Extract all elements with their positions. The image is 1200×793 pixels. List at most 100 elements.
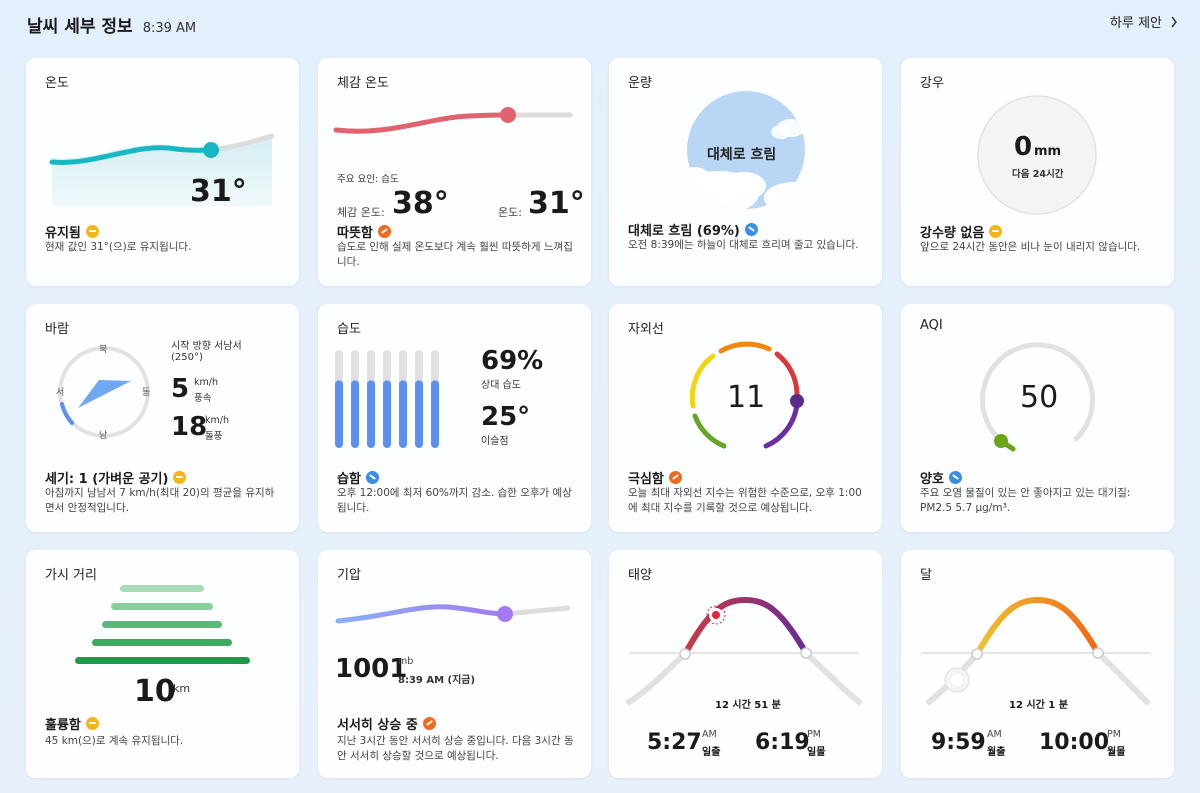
pressure-card[interactable]: 기압 1001 mb 8:39 AM (지금) 서서히 상승 중 지난 3시간 … xyxy=(318,550,591,778)
feels-value: 38° xyxy=(392,186,449,221)
uv-marker xyxy=(790,394,804,408)
page-title: 날씨 세부 정보 xyxy=(27,17,133,37)
humidity-bar-fill xyxy=(351,380,359,448)
header-time: 8:39 AM xyxy=(142,21,197,36)
temperature-card[interactable]: 온도 31° 유지됨 현재 값인 31°(으)로 유지됩니다. xyxy=(26,58,299,286)
sun-arc xyxy=(626,596,862,705)
moon-icon xyxy=(944,667,970,693)
feels-factor: 주요 요인: 습도 xyxy=(337,174,399,185)
compass-west: 서 xyxy=(56,388,65,398)
rain-desc: 앞으로 24시간 동안은 비나 눈이 내리지 않습니다. xyxy=(920,241,1141,253)
trend-up-icon xyxy=(377,225,391,238)
temperature-marker xyxy=(203,142,219,158)
trend-down-icon xyxy=(744,223,758,236)
rain-value: 0 xyxy=(1014,132,1033,162)
card-title: 태양 xyxy=(628,568,652,583)
compass-south: 남 xyxy=(99,431,108,441)
card-title: 강우 xyxy=(920,76,944,91)
sunrise-label: 일출 xyxy=(702,747,721,758)
feels-like-graph xyxy=(333,107,573,134)
trend-steady-icon xyxy=(173,471,187,484)
sunset-ampm: PM xyxy=(807,729,821,740)
trend-up-icon xyxy=(668,471,682,484)
moon-card[interactable]: 달 12 시간 1 분 9:59 AM 월출 10:00 PM 월몰 xyxy=(901,550,1174,778)
wind-gust-unit: km/h xyxy=(205,415,229,426)
pressure-status: 서서히 상승 중 xyxy=(337,714,436,733)
feels-like-card[interactable]: 체감 온도 주요 요인: 습도 체감 온도: 38° 온도: 31° 따뜻함 습… xyxy=(318,58,591,286)
actual-temp-value: 31° xyxy=(528,186,585,221)
moonrise-time: 9:59 xyxy=(931,730,986,755)
wind-speed: 5 xyxy=(171,374,190,404)
temperature-value: 31° xyxy=(190,174,247,209)
pressure-desc: 지난 3시간 동안 서서히 상승 중입니다. 다음 3시간 동안 서서히 상승할… xyxy=(337,735,574,762)
humidity-status: 습함 xyxy=(337,468,379,487)
actual-temp-label: 온도: xyxy=(498,206,522,219)
cloud-center-label: 대체로 흐림 xyxy=(707,147,777,163)
card-title: 체감 온도 xyxy=(337,76,389,91)
pressure-time: 8:39 AM (지금) xyxy=(398,675,476,686)
visibility-desc: 45 km(으)로 계속 유지됩니다. xyxy=(45,735,184,747)
feels-status: 따뜻함 xyxy=(337,222,391,241)
moonset-label: 월몰 xyxy=(1107,747,1126,758)
wind-status: 세기: 1 (가벼운 공기) xyxy=(45,468,187,487)
cloud-card[interactable]: 운량 대체로 흐림 대체로 흐림 (69%) 오전 8:39에는 하늘이 대체로… xyxy=(609,58,882,286)
feels-label: 체감 온도: xyxy=(337,206,385,219)
day-suggestion-link[interactable]: 하루 제안 xyxy=(1110,12,1178,31)
feels-desc: 습도로 인해 실제 온도보다 계속 훨씬 따뜻하게 느껴집니다. xyxy=(337,241,573,268)
trend-steady-icon xyxy=(989,225,1003,238)
dew-point-label: 이슬점 xyxy=(481,436,509,447)
card-title: 달 xyxy=(920,568,932,583)
humidity-value-label: 상대 습도 xyxy=(481,380,521,391)
day-suggestion-label: 하루 제안 xyxy=(1110,16,1162,31)
page-header: 날씨 세부 정보 8:39 AM xyxy=(27,12,196,37)
humidity-bar-fill xyxy=(383,380,391,448)
rain-gauge xyxy=(977,95,1097,215)
rain-sub: 다음 24시간 xyxy=(1012,169,1064,180)
aqi-desc: 주요 오염 물질이 있는 안 좋아지고 있는 대기질: PM2.5 5.7 µg… xyxy=(920,487,1131,514)
aqi-gauge xyxy=(980,342,1095,452)
visibility-value: 10 xyxy=(134,674,176,709)
wind-speed-label: 풍속 xyxy=(194,393,212,404)
rain-unit: mm xyxy=(1034,144,1062,159)
card-title: 바람 xyxy=(45,322,69,337)
cloud-desc: 오전 8:39에는 하늘이 대체로 흐리며 줄고 있습니다. xyxy=(628,239,859,251)
card-title: 습도 xyxy=(337,322,361,337)
uv-desc: 오늘 최대 자외선 지수는 위험한 수준으로, 오후 1:00에 최대 지수를 … xyxy=(628,487,862,514)
humidity-bar-fill xyxy=(399,380,407,448)
aqi-marker xyxy=(994,434,1008,448)
moonrise-ampm: AM xyxy=(987,729,1002,740)
humidity-bar-fill xyxy=(431,380,439,448)
pressure-unit: mb xyxy=(398,656,414,667)
uv-card[interactable]: 자외선 11 극심함 오늘 최대 자외선 지수는 위험한 수준으로, 오후 1:… xyxy=(609,304,882,532)
humidity-card[interactable]: 습도 69% 상대 습도 25° 이슬점 습함 오후 12:00에 최저 60%… xyxy=(318,304,591,532)
rain-card[interactable]: 강우 0 mm 다음 24시간 강수량 없음 앞으로 24시간 동안은 비나 눈… xyxy=(901,58,1174,286)
visibility-card[interactable]: 가시 거리 10 km 훌륭함 45 km(으)로 계속 유지됩니다. xyxy=(26,550,299,778)
aqi-card[interactable]: AQI 50 양호 주요 오염 물질이 있는 안 좋아지고 있는 대기질: PM… xyxy=(901,304,1174,532)
card-title: 운량 xyxy=(628,76,652,91)
wind-direction: 시작 방향 서남서 xyxy=(171,341,242,352)
temperature-desc: 현재 값인 31°(으)로 유지됩니다. xyxy=(45,241,192,253)
card-title: 온도 xyxy=(45,76,69,91)
wind-compass xyxy=(58,346,150,438)
rain-status: 강수량 없음 xyxy=(920,222,1003,241)
cloud-illustration xyxy=(687,91,805,209)
sunset-time: 6:19 xyxy=(755,730,810,755)
wind-desc: 아침까지 남남서 7 km/h(최대 20)의 평균을 유지하면서 안정적입니다… xyxy=(45,487,275,514)
compass-east: 동 xyxy=(142,388,151,398)
card-title: 기압 xyxy=(337,568,361,583)
card-title: AQI xyxy=(920,318,943,333)
humidity-bar-fill xyxy=(415,380,423,448)
pressure-graph xyxy=(335,604,571,624)
wind-card[interactable]: 바람 북 동 남 서 시작 방향 서남서 (250°) 5 km/h 풍속 18… xyxy=(26,304,299,532)
wind-gust-label: 돌풍 xyxy=(205,431,223,442)
sun-card[interactable]: 태양 12 시간 51 분 5:27 AM 일출 6:19 PM 일몰 xyxy=(609,550,882,778)
visibility-unit: km xyxy=(173,682,191,695)
moon-duration: 12 시간 1 분 xyxy=(1009,700,1068,711)
moonrise-label: 월출 xyxy=(987,747,1006,758)
sun-duration: 12 시간 51 분 xyxy=(715,700,781,711)
humidity-bars xyxy=(335,350,439,448)
temperature-status: 유지됨 xyxy=(45,222,99,241)
temperature-graph xyxy=(49,133,275,206)
trend-down-icon xyxy=(365,471,379,484)
dew-point-value: 25° xyxy=(481,402,531,432)
